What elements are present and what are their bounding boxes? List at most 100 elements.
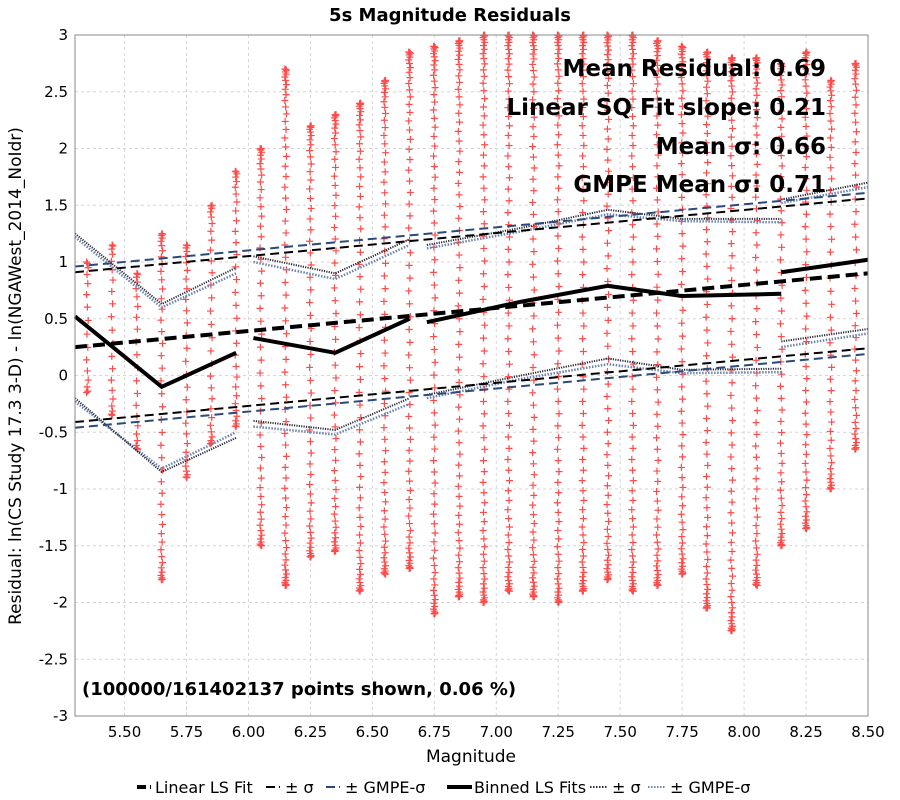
linear-sigma-upper-line	[74, 197, 869, 274]
y-tick-label: -0.5	[39, 423, 68, 441]
annotation-mean-residual: Mean Residual: 0.69	[563, 56, 826, 82]
scatter-point	[553, 31, 563, 606]
y-tick-label: -1.5	[39, 537, 68, 555]
y-tick-label: 1.5	[44, 196, 68, 214]
annotation-mean-sigma: Mean σ: 0.66	[656, 134, 826, 160]
binned-sigma-line	[253, 397, 410, 432]
scatter-point	[256, 145, 266, 550]
scatter-point	[578, 31, 588, 595]
scatter-point	[677, 42, 687, 578]
scatter-point	[281, 65, 290, 589]
scatter-point	[776, 59, 786, 550]
scatter-point	[430, 42, 439, 618]
linear-gmpe-sigma-lower-line	[74, 352, 869, 429]
x-axis-label: Magnitude	[426, 747, 516, 767]
legend: Linear LS Fit ± σ ± GMPE-σ Binned LS Fit…	[137, 778, 750, 797]
binned-gmpe-sigma-line	[253, 243, 411, 281]
scatter-point	[454, 37, 464, 601]
point-column	[256, 145, 266, 550]
x-tick-label: 6.75	[418, 723, 451, 741]
scatter-point	[231, 167, 241, 431]
x-tick-label: 8.00	[727, 723, 760, 741]
y-tick-label: 2.5	[44, 83, 68, 101]
point-column	[330, 110, 340, 555]
scatter-point	[206, 201, 216, 448]
x-tick-label: 7.75	[665, 723, 698, 741]
legend-label-binned-sigma: ± σ	[612, 778, 641, 797]
point-column	[578, 31, 588, 595]
points-shown-note: (100000/161402137 points shown, 0.06 %)	[82, 679, 516, 700]
y-tick-label: -1	[53, 480, 68, 498]
x-tick-label: 8.50	[851, 723, 884, 741]
scatter-point	[826, 76, 836, 493]
chart-title: 5s Magnitude Residuals	[329, 5, 571, 26]
y-axis-label: Residual: ln(CS Study 17.3 3-D) - ln(NGA…	[6, 127, 26, 625]
x-tick-label: 6.00	[232, 723, 265, 741]
y-tick-label: -2.5	[39, 650, 68, 668]
y-tick-label: -2	[53, 594, 68, 612]
binned-gmpe-sigma-line	[74, 236, 237, 309]
annotation-linear-slope: Linear SQ Fit slope: 0.21	[507, 95, 827, 121]
x-tick-label: 5.50	[108, 723, 141, 741]
point-column	[504, 31, 513, 595]
point-column	[479, 31, 489, 606]
legend-label-linear-gmpe-sigma: ± GMPE-σ	[345, 778, 425, 797]
scatter-point	[801, 48, 811, 533]
point-column	[380, 76, 390, 578]
annotation-gmpe-mean-sigma: GMPE Mean σ: 0.71	[573, 172, 826, 198]
x-tick-label: 7.00	[480, 723, 513, 741]
point-column	[677, 42, 687, 578]
binned-fit-line	[253, 316, 411, 355]
point-column	[206, 201, 216, 448]
scatter-points	[83, 31, 860, 635]
linear-sigma-lower-line	[74, 347, 869, 424]
scatter-point	[330, 110, 340, 555]
point-column	[157, 230, 167, 584]
point-column	[653, 37, 662, 589]
scatter-point	[380, 76, 390, 578]
plot-frame	[74, 34, 869, 717]
point-column	[355, 99, 365, 595]
scatter-point	[479, 31, 489, 606]
point-column	[702, 48, 712, 612]
binned-fit-line	[73, 314, 237, 390]
binned-sigma-line	[74, 397, 237, 474]
binned-sigma-line	[781, 327, 869, 343]
y-tick-label: 3	[58, 26, 68, 44]
x-tick-label: 7.25	[542, 723, 575, 741]
point-column	[454, 37, 464, 601]
scatter-point	[851, 59, 860, 453]
binned-gmpe-sigma-line	[426, 362, 782, 400]
y-tick-label: -3	[53, 707, 68, 725]
point-column	[801, 48, 811, 533]
point-column	[231, 167, 241, 431]
y-tick-label: 0	[58, 367, 68, 385]
scatter-point	[504, 31, 513, 595]
scatter-point	[653, 37, 662, 589]
fit-lines	[73, 181, 869, 474]
scatter-point	[628, 31, 637, 595]
legend-label-linear-sigma: ± σ	[285, 778, 314, 797]
legend-label-binned-gmpe-sigma: ± GMPE-σ	[670, 778, 750, 797]
y-tick-label: 2	[58, 140, 68, 158]
scatter-point	[83, 258, 92, 397]
point-column	[83, 258, 92, 397]
x-axis-ticks: 5.50 5.75 6.00 6.25 6.50 6.75 7.00 7.25 7.50 7.75…	[108, 723, 885, 741]
legend-label-linear-fit: Linear LS Fit	[155, 778, 253, 797]
point-column	[826, 76, 836, 493]
point-column	[405, 48, 414, 572]
scatter-point	[529, 31, 538, 601]
y-tick-label: 1	[58, 253, 68, 271]
y-tick-label: 0.5	[44, 310, 68, 328]
scatter-point	[355, 99, 365, 595]
binned-gmpe-sigma-line	[426, 213, 782, 250]
y-axis-ticks: -3 -2.5 -2 -1.5 -1 -0.5 0 0.5 1 1.5 2 2.5 3	[39, 26, 68, 725]
point-column	[529, 31, 538, 601]
stats-annotations: Mean Residual: 0.69 Linear SQ Fit slope:…	[507, 56, 827, 198]
binned-gmpe-sigma-line	[253, 402, 411, 436]
scatter-point	[157, 230, 167, 584]
x-tick-label: 6.50	[356, 723, 389, 741]
legend-label-binned-fits: Binned LS Fits	[474, 778, 586, 797]
binned-fit-line	[780, 257, 869, 275]
